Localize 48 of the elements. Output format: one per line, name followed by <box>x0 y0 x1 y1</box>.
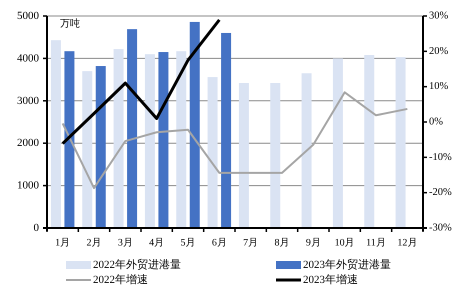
bar <box>190 22 200 228</box>
y2-tick-label: -10% <box>429 152 452 163</box>
x-tick-label: 6月 <box>212 238 227 248</box>
legend-label: 2023年增速 <box>303 273 358 286</box>
y2-tick-label: 20% <box>429 46 448 57</box>
x-tick-label: 10月 <box>334 238 355 248</box>
x-tick-label: 11月 <box>366 238 386 248</box>
bar <box>127 29 138 228</box>
bar <box>364 55 374 228</box>
bar <box>332 58 343 228</box>
y-tick-label: 5000 <box>17 10 40 22</box>
bar <box>158 52 168 228</box>
legend-label: 2022年外贸进港量 <box>93 258 181 271</box>
y2-tick-label: -20% <box>429 187 452 198</box>
y-tick-label: 4000 <box>17 52 40 64</box>
x-tick-label: 3月 <box>118 238 133 248</box>
bar <box>96 66 106 228</box>
legend-label: 2022年增速 <box>93 273 148 286</box>
y-tick-label: 2000 <box>17 137 40 150</box>
annotation: 万吨 <box>60 18 80 30</box>
y2-tick-label: -30% <box>429 222 452 234</box>
y2-tick-label: 0% <box>429 116 444 128</box>
x-tick-label: 5月 <box>180 238 196 248</box>
bar <box>82 71 92 228</box>
y2-tick-label: 30% <box>429 10 448 22</box>
bar <box>114 49 124 228</box>
bar <box>144 54 155 228</box>
y2-tick-label: 10% <box>429 81 448 92</box>
x-tick-label: 9月 <box>306 238 321 248</box>
x-tick-label: 12月 <box>397 238 418 248</box>
bar <box>221 32 232 228</box>
x-tick-label: 4月 <box>149 238 164 248</box>
bar <box>50 40 61 228</box>
x-tick-label: 1月 <box>55 238 70 248</box>
y-tick-label: 0 <box>34 222 40 234</box>
bar <box>270 82 280 228</box>
bar <box>208 77 218 228</box>
bar <box>396 57 406 228</box>
x-tick-label: 2月 <box>86 238 102 248</box>
y-tick-label: 3000 <box>17 94 40 107</box>
y-tick-label: 1000 <box>17 180 40 192</box>
x-tick-label: 7月 <box>243 238 258 248</box>
bar <box>176 51 186 228</box>
bar <box>64 51 74 228</box>
bar <box>302 73 312 228</box>
legend-label: 2023年外贸进港量 <box>303 258 391 271</box>
x-tick-label: 8月 <box>274 238 290 248</box>
bar <box>238 82 249 228</box>
